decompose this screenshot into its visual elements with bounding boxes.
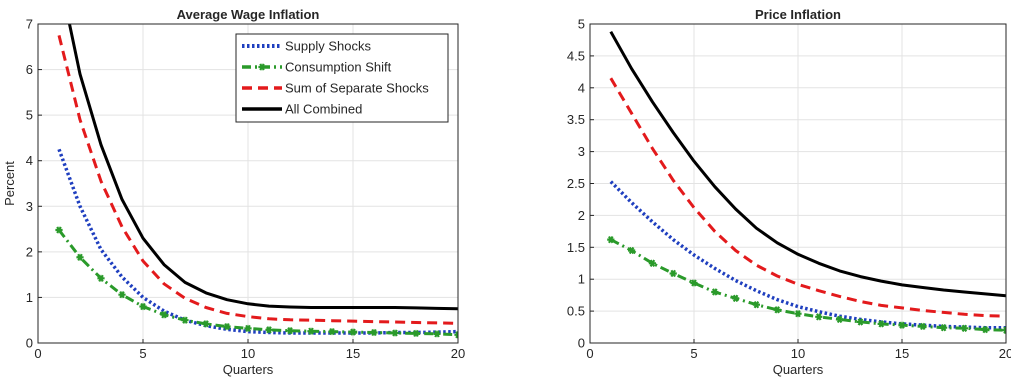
series-point xyxy=(160,311,168,319)
series-point xyxy=(607,235,615,244)
legend-label: Sum of Separate Shocks xyxy=(285,81,429,96)
series-point xyxy=(648,259,656,267)
series-point xyxy=(877,320,885,328)
y-tick-label: 1.5 xyxy=(567,240,585,255)
x-tick-label: 15 xyxy=(895,346,909,361)
series-all-combined xyxy=(609,30,1006,298)
series-all-combined xyxy=(67,24,458,311)
series-point xyxy=(55,226,63,234)
series-point xyxy=(244,324,252,333)
series-point xyxy=(97,274,105,282)
y-tick-label: 0.5 xyxy=(567,304,585,319)
series-point xyxy=(773,306,781,314)
series-point xyxy=(181,316,189,324)
series-point xyxy=(794,309,802,318)
series-point xyxy=(669,269,677,278)
series-point xyxy=(836,315,844,324)
series-point xyxy=(919,322,927,331)
legend: Supply Shocks Consumption Shift Sum of Sep… xyxy=(235,33,449,123)
x-tick-label: 15 xyxy=(346,346,360,361)
series-point xyxy=(118,291,126,299)
x-tick-label: 0 xyxy=(586,346,593,361)
series-point xyxy=(139,302,147,311)
series-point xyxy=(412,329,420,338)
y-tick-label: 3.5 xyxy=(567,112,585,127)
y-tick-label: 7 xyxy=(26,17,33,32)
series-supply-shocks xyxy=(57,148,458,335)
series-line xyxy=(57,148,458,335)
series-point xyxy=(265,326,273,334)
ticks: 0 5 10 15 20 0 0.5 1 1.5 2 2.5 3 3.5 4 4.5 5 xyxy=(567,17,1011,362)
x-axis-label: Quarters xyxy=(223,362,274,377)
series-point xyxy=(856,318,864,326)
legend-label: Supply Shocks xyxy=(285,39,371,54)
series-point xyxy=(286,327,294,335)
x-tick-label: 0 xyxy=(34,346,41,361)
x-tick-label: 20 xyxy=(999,346,1011,361)
y-tick-label: 3 xyxy=(578,144,585,159)
x-tick-label: 10 xyxy=(791,346,805,361)
series-point xyxy=(940,324,948,332)
series-point xyxy=(349,328,357,336)
series-line xyxy=(609,77,1006,318)
series-point xyxy=(370,328,378,337)
legend-label: Consumption Shift xyxy=(285,60,392,75)
series-line xyxy=(609,30,1006,298)
panel-price-inflation: 0 5 10 15 20 0 0.5 1 1.5 2 2.5 3 3.5 4 4.5 5 Price Infla… xyxy=(567,7,1011,377)
y-tick-label: 2 xyxy=(578,208,585,223)
ticks: 0 5 10 15 20 0 1 2 3 4 5 6 7 xyxy=(26,17,465,362)
series-point xyxy=(732,294,740,303)
series-point xyxy=(711,288,719,296)
series-point xyxy=(307,327,315,335)
x-axis-label: Quarters xyxy=(773,362,824,377)
y-tick-label: 5 xyxy=(26,108,33,123)
x-tick-label: 5 xyxy=(690,346,697,361)
y-tick-label: 4 xyxy=(578,80,585,95)
x-tick-label: 5 xyxy=(139,346,146,361)
series-point xyxy=(76,253,84,261)
chart-title: Price Inflation xyxy=(755,7,841,22)
y-tick-label: 2.5 xyxy=(567,176,585,191)
series-point xyxy=(752,301,760,309)
series-point xyxy=(328,327,336,336)
y-tick-label: 6 xyxy=(26,62,33,77)
legend-marker xyxy=(258,63,266,71)
x-tick-label: 20 xyxy=(451,346,465,361)
series-point xyxy=(815,313,823,321)
series-sum-of-separate-shocks xyxy=(609,77,1006,318)
y-tick-label: 0 xyxy=(26,336,33,351)
y-tick-label: 4 xyxy=(26,153,33,168)
series-point xyxy=(433,330,441,338)
series-line xyxy=(57,35,458,325)
y-tick-label: 0 xyxy=(578,336,585,351)
x-tick-label: 10 xyxy=(241,346,255,361)
panel-wage-inflation: 0 5 10 15 20 0 1 2 3 4 5 6 7 Average Wage Inflation Qu… xyxy=(2,7,465,377)
y-tick-label: 1 xyxy=(26,290,33,305)
series-point xyxy=(1002,326,1006,334)
grid xyxy=(590,24,1006,343)
series-consumption-shift xyxy=(55,226,458,339)
series-point xyxy=(202,320,210,328)
series-point xyxy=(454,331,458,339)
y-tick-label: 2 xyxy=(26,244,33,259)
series-point xyxy=(628,246,636,255)
series-point xyxy=(223,322,231,331)
series-point xyxy=(960,324,968,332)
series-point xyxy=(898,321,906,329)
chart-title: Average Wage Inflation xyxy=(177,7,320,22)
series-point xyxy=(690,279,698,287)
series-point xyxy=(391,329,399,337)
y-tick-label: 5 xyxy=(578,17,585,32)
series-sum-of-separate-shocks xyxy=(57,35,458,325)
series-consumption-shift xyxy=(607,235,1006,334)
legend-label: All Combined xyxy=(285,102,362,117)
series-line xyxy=(67,24,458,311)
y-tick-label: 1 xyxy=(578,272,585,287)
y-axis-label: Percent xyxy=(2,161,17,206)
series-point xyxy=(981,325,989,334)
y-tick-label: 3 xyxy=(26,199,33,214)
y-tick-label: 4.5 xyxy=(567,48,585,63)
